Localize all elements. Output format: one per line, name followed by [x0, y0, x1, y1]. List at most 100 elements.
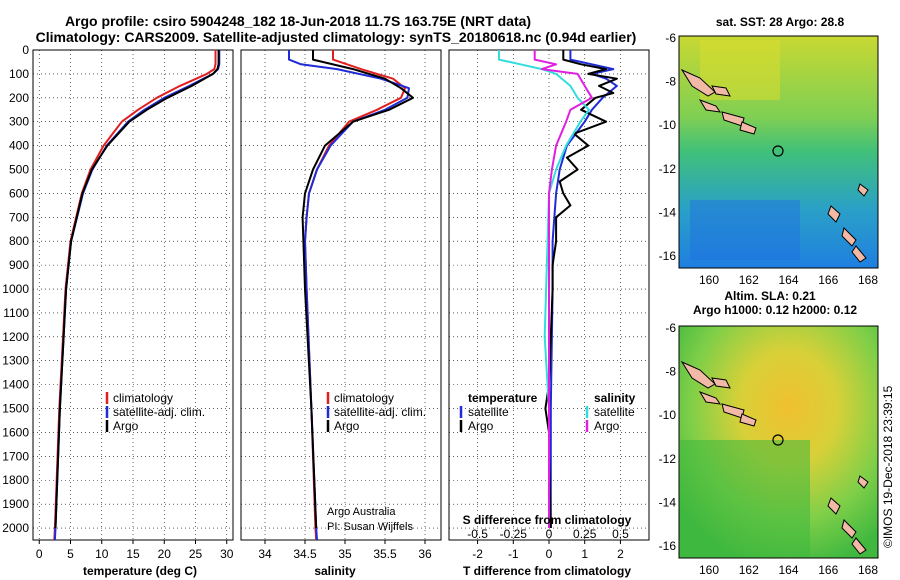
- difference-series-t-satellite: [549, 50, 618, 528]
- sst-map: [678, 35, 879, 269]
- temperature-x-tick-label: 20: [158, 547, 172, 561]
- depth-tick-label: 1200: [2, 330, 29, 344]
- map-lon-tick-label: 168: [858, 273, 878, 287]
- argo-position-marker: [772, 434, 784, 446]
- island: [698, 391, 722, 405]
- difference-axis-label: T difference from climatology: [463, 564, 631, 578]
- temperature-x-tick-label: 15: [126, 547, 140, 561]
- depth-tick-label: 1700: [2, 449, 29, 463]
- salinity-legend: climatology satellite-adj. clim. Argo: [326, 391, 426, 433]
- island: [827, 205, 841, 223]
- map-lat-tick-label: -10: [659, 118, 677, 132]
- sla-map-title-line-2: Argo h1000: 0.12 h2000: 0.12: [693, 303, 857, 317]
- legend-label-s-satellite: satellite: [594, 405, 635, 419]
- temperature-x-tick-label: 30: [220, 547, 234, 561]
- legend-label-climatology: climatology: [113, 391, 173, 405]
- depth-tick-label: 400: [9, 139, 29, 153]
- sst-cool-patch: [690, 200, 800, 260]
- island: [851, 245, 867, 263]
- legend-label-satellite: satellite-adj. clim.: [113, 405, 205, 419]
- temperature-legend: climatology satellite-adj. clim. Argo: [105, 391, 205, 433]
- depth-tick-label: 1500: [2, 402, 29, 416]
- credit-pi: PI: Susan Wijffels: [327, 521, 413, 533]
- s-diff-tick-label: -0.25: [500, 527, 528, 541]
- map-lat-tick-label: -6: [665, 31, 676, 45]
- legend-label-t-argo: Argo: [468, 419, 494, 433]
- map-lon-tick-label: 162: [739, 563, 759, 577]
- sla-low-patch: [680, 440, 810, 557]
- temperature-x-tick-label: 25: [189, 547, 203, 561]
- map-lon-tick-label: 164: [778, 563, 798, 577]
- map-lat-tick-label: -10: [659, 408, 677, 422]
- salinity-x-tick-label: 34.5: [293, 547, 317, 561]
- salinity-plot-frame: [240, 49, 442, 541]
- island: [739, 413, 757, 427]
- difference-x-tick-label: -2: [472, 547, 483, 561]
- salinity-series-satellite: [288, 50, 410, 540]
- difference-x-tick-label: 0: [546, 547, 553, 561]
- difference-x-tick-label: 2: [617, 547, 624, 561]
- island: [680, 68, 716, 97]
- island: [680, 360, 716, 389]
- salinity-x-tick-label: 36: [418, 547, 432, 561]
- island: [857, 475, 869, 489]
- island: [711, 377, 731, 389]
- depth-tick-label: 800: [9, 234, 29, 248]
- map-lon-tick-label: 166: [818, 273, 838, 287]
- difference-series-s-argo: [533, 50, 593, 528]
- island: [827, 497, 841, 515]
- map-lon-tick-label: 162: [739, 273, 759, 287]
- legend-label-argo: Argo: [113, 419, 139, 433]
- depth-tick-label: 1000: [2, 282, 29, 296]
- salinity-x-tick-label: 35: [338, 547, 352, 561]
- temperature-x-tick-label: 5: [67, 547, 74, 561]
- island: [857, 183, 869, 197]
- depth-tick-label: 1400: [2, 378, 29, 392]
- map-lat-tick-label: -14: [659, 205, 677, 219]
- grid-layer: [33, 49, 649, 540]
- legend-label-climatology: climatology: [334, 391, 394, 405]
- s-diff-tick-label: 0.25: [573, 527, 597, 541]
- argo-position-marker: [772, 145, 784, 157]
- depth-tick-label: 900: [9, 258, 29, 272]
- depth-tick-label: 300: [9, 115, 29, 129]
- map-lat-tick-label: -8: [665, 75, 676, 89]
- depth-tick-label: 2000: [2, 521, 29, 535]
- depth-tick-label: 100: [9, 67, 29, 81]
- difference-top-axis-label: S difference from climatology: [463, 513, 632, 527]
- depth-tick-label: 0: [22, 43, 29, 57]
- map-lon-tick-label: 164: [778, 273, 798, 287]
- legend-label-satellite: satellite-adj. clim.: [334, 405, 426, 419]
- island: [739, 121, 757, 135]
- island: [711, 85, 731, 97]
- legend-label-t-satellite: satellite: [468, 405, 509, 419]
- depth-tick-label: 1100: [3, 306, 29, 320]
- sst-islands: [680, 68, 869, 263]
- series-layer: [53, 50, 618, 540]
- map-lat-tick-label: -12: [659, 452, 677, 466]
- sla-map-title-line-1: Altim. SLA: 0.21: [724, 289, 816, 303]
- temperature-series-argo: [54, 50, 220, 529]
- difference-legend: temperature salinity satellite Argo sate…: [459, 391, 636, 433]
- island: [841, 519, 857, 539]
- salinity-axis-label: salinity: [314, 564, 356, 578]
- map-lat-tick-label: -16: [659, 539, 677, 553]
- sla-map: [678, 325, 879, 559]
- salinity-series-argo: [301, 50, 414, 529]
- island: [698, 99, 722, 113]
- credit-argo-australia: Argo Australia: [327, 506, 396, 518]
- map-lat-tick-label: -14: [659, 495, 677, 509]
- island: [841, 227, 857, 247]
- temperature-x-tick-label: 10: [95, 547, 109, 561]
- s-diff-tick-label: -0.5: [467, 527, 488, 541]
- map-lat-tick-label: -8: [665, 365, 676, 379]
- legend-title-temperature: temperature: [468, 391, 538, 405]
- salinity-x-tick-label: 35.5: [373, 547, 397, 561]
- depth-tick-label: 700: [9, 210, 29, 224]
- temperature-x-tick-label: 0: [36, 547, 43, 561]
- s-diff-tick-label: 0: [546, 527, 553, 541]
- map-lat-tick-label: -16: [659, 249, 677, 263]
- legend-label-s-argo: Argo: [594, 419, 620, 433]
- depth-tick-label: 200: [9, 91, 29, 105]
- title-line-2: Climatology: CARS2009. Satellite-adjuste…: [36, 29, 637, 45]
